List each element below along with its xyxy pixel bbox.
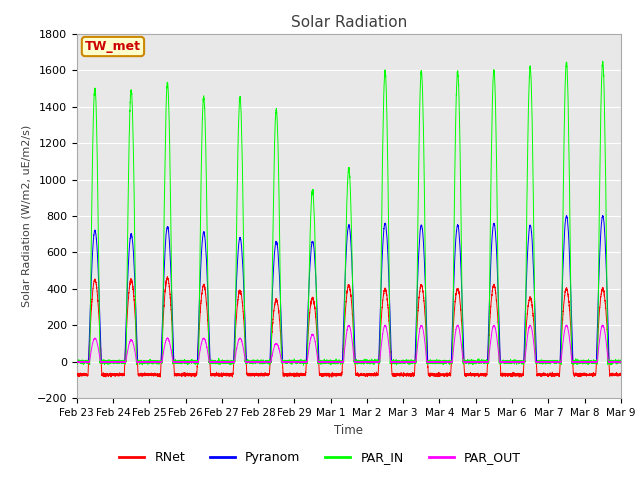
Text: TW_met: TW_met — [85, 40, 141, 53]
Legend: RNet, Pyranom, PAR_IN, PAR_OUT: RNet, Pyranom, PAR_IN, PAR_OUT — [115, 446, 525, 469]
Title: Solar Radiation: Solar Radiation — [291, 15, 407, 30]
X-axis label: Time: Time — [334, 424, 364, 437]
Y-axis label: Solar Radiation (W/m2, uE/m2/s): Solar Radiation (W/m2, uE/m2/s) — [21, 125, 31, 307]
